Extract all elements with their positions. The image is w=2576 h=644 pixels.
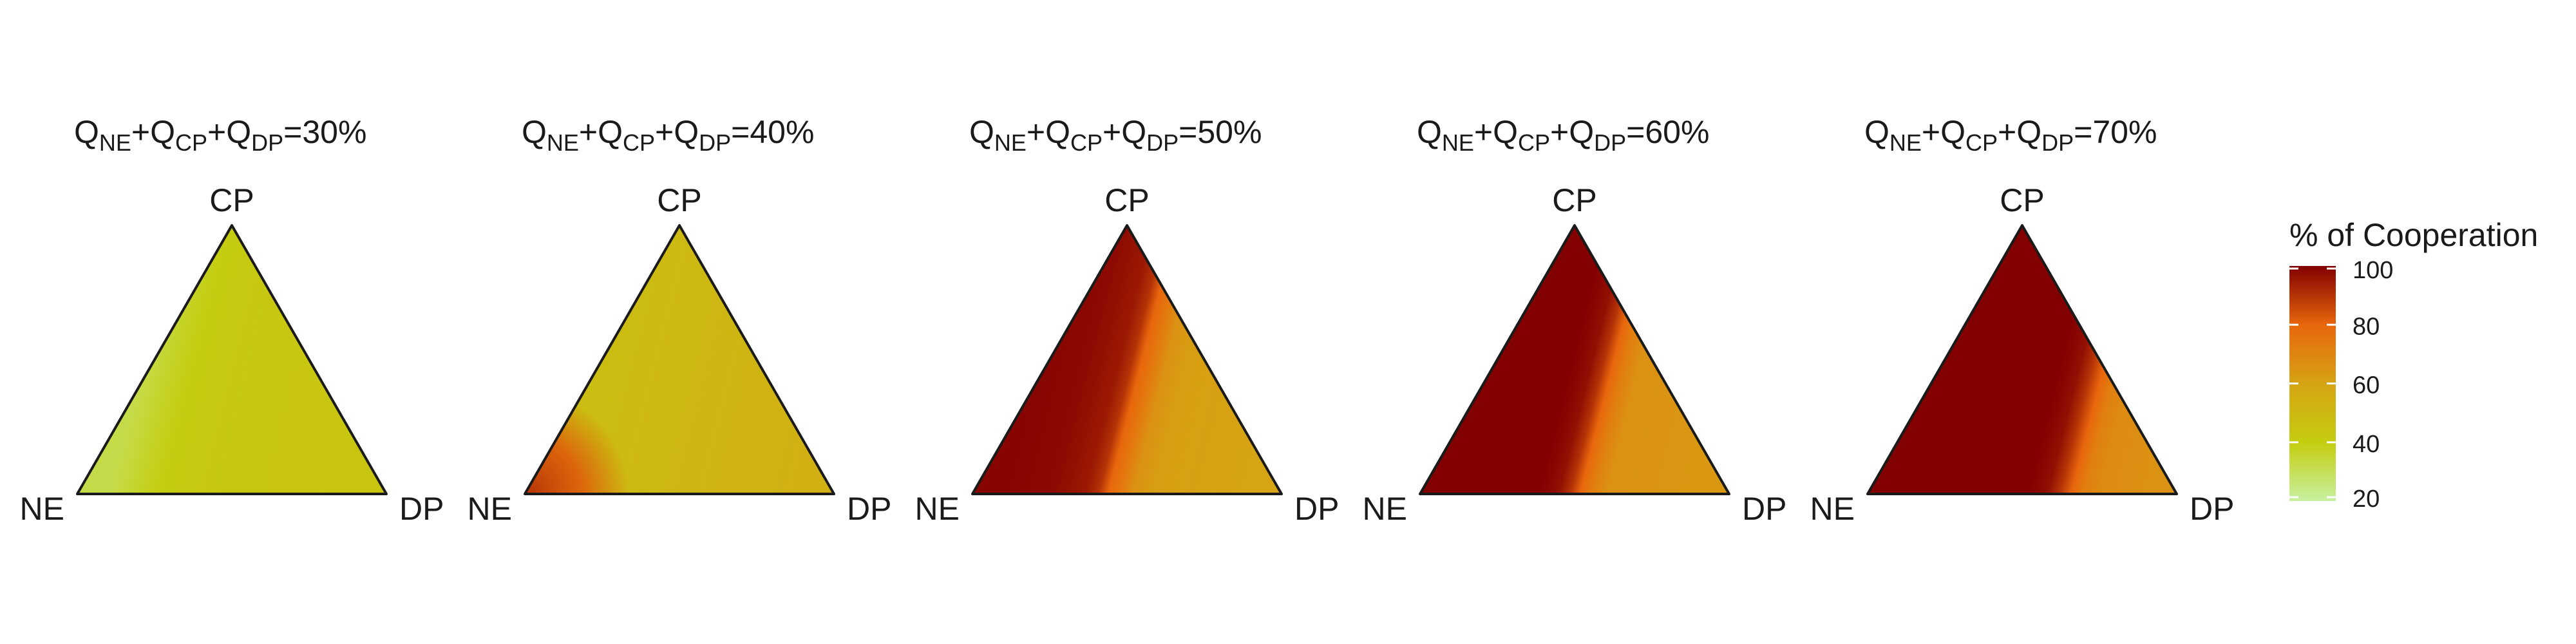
vertex-label-top: CP	[657, 182, 701, 218]
panel-title: QNE+QCP+QDP=30%	[74, 114, 366, 156]
triangle-outline	[1419, 224, 1730, 495]
vertex-label-top: CP	[1104, 182, 1149, 218]
legend-tick-label: 60	[2353, 372, 2380, 399]
ternary-panel: CP NE DP QNE+QCP+QDP=70%	[1810, 114, 2235, 527]
legend-tick-label: 20	[2353, 486, 2380, 513]
vertex-label-right: DP	[1742, 491, 1786, 527]
colorbar-legend: % of Cooperation 20 40 60 80 100	[2289, 217, 2538, 513]
ternary-panels: CP NE DP QNE+QCP+QDP=30% CP NE DP QNE+QCP+QDP=4…	[20, 114, 2235, 527]
vertex-label-right: DP	[399, 491, 444, 527]
triangle-outline	[1866, 224, 2178, 495]
ternary-panel: CP NE DP QNE+QCP+QDP=30%	[20, 114, 444, 527]
vertex-label-top: CP	[2000, 182, 2044, 218]
panel-title: QNE+QCP+QDP=40%	[522, 114, 814, 156]
vertex-label-left: NE	[468, 491, 512, 527]
ternary-fill	[1868, 225, 2177, 494]
panel-title: QNE+QCP+QDP=70%	[1864, 114, 2157, 156]
triangle-outline	[971, 224, 1283, 495]
ternary-fill	[972, 225, 1282, 494]
legend-tick-label: 40	[2353, 431, 2380, 458]
legend-tick-label: 80	[2353, 313, 2380, 340]
vertex-label-left: NE	[1363, 491, 1407, 527]
vertex-label-left: NE	[915, 491, 960, 527]
legend-title: % of Cooperation	[2289, 217, 2538, 253]
vertex-label-left: NE	[20, 491, 64, 527]
legend-ticks: 20 40 60 80 100	[2289, 257, 2393, 513]
ternary-fill	[77, 225, 386, 494]
panel-title: QNE+QCP+QDP=60%	[1417, 114, 1709, 156]
vertex-label-left: NE	[1810, 491, 1855, 527]
vertex-label-right: DP	[1294, 491, 1339, 527]
vertex-label-right: DP	[2190, 491, 2234, 527]
panel-title: QNE+QCP+QDP=50%	[969, 114, 1262, 156]
legend-tick-label: 100	[2353, 257, 2393, 284]
ternary-panel: CP NE DP QNE+QCP+QDP=60%	[1363, 114, 1787, 527]
triangle-outline	[76, 224, 388, 495]
ternary-panel: CP NE DP QNE+QCP+QDP=40%	[468, 114, 892, 527]
corner-patch	[525, 225, 834, 494]
vertex-label-right: DP	[847, 491, 891, 527]
vertex-label-top: CP	[209, 182, 254, 218]
ternary-fill	[1420, 225, 1729, 494]
triangle-outline	[524, 224, 835, 495]
vertex-label-top: CP	[1552, 182, 1596, 218]
ternary-panel: CP NE DP QNE+QCP+QDP=50%	[915, 114, 1340, 527]
